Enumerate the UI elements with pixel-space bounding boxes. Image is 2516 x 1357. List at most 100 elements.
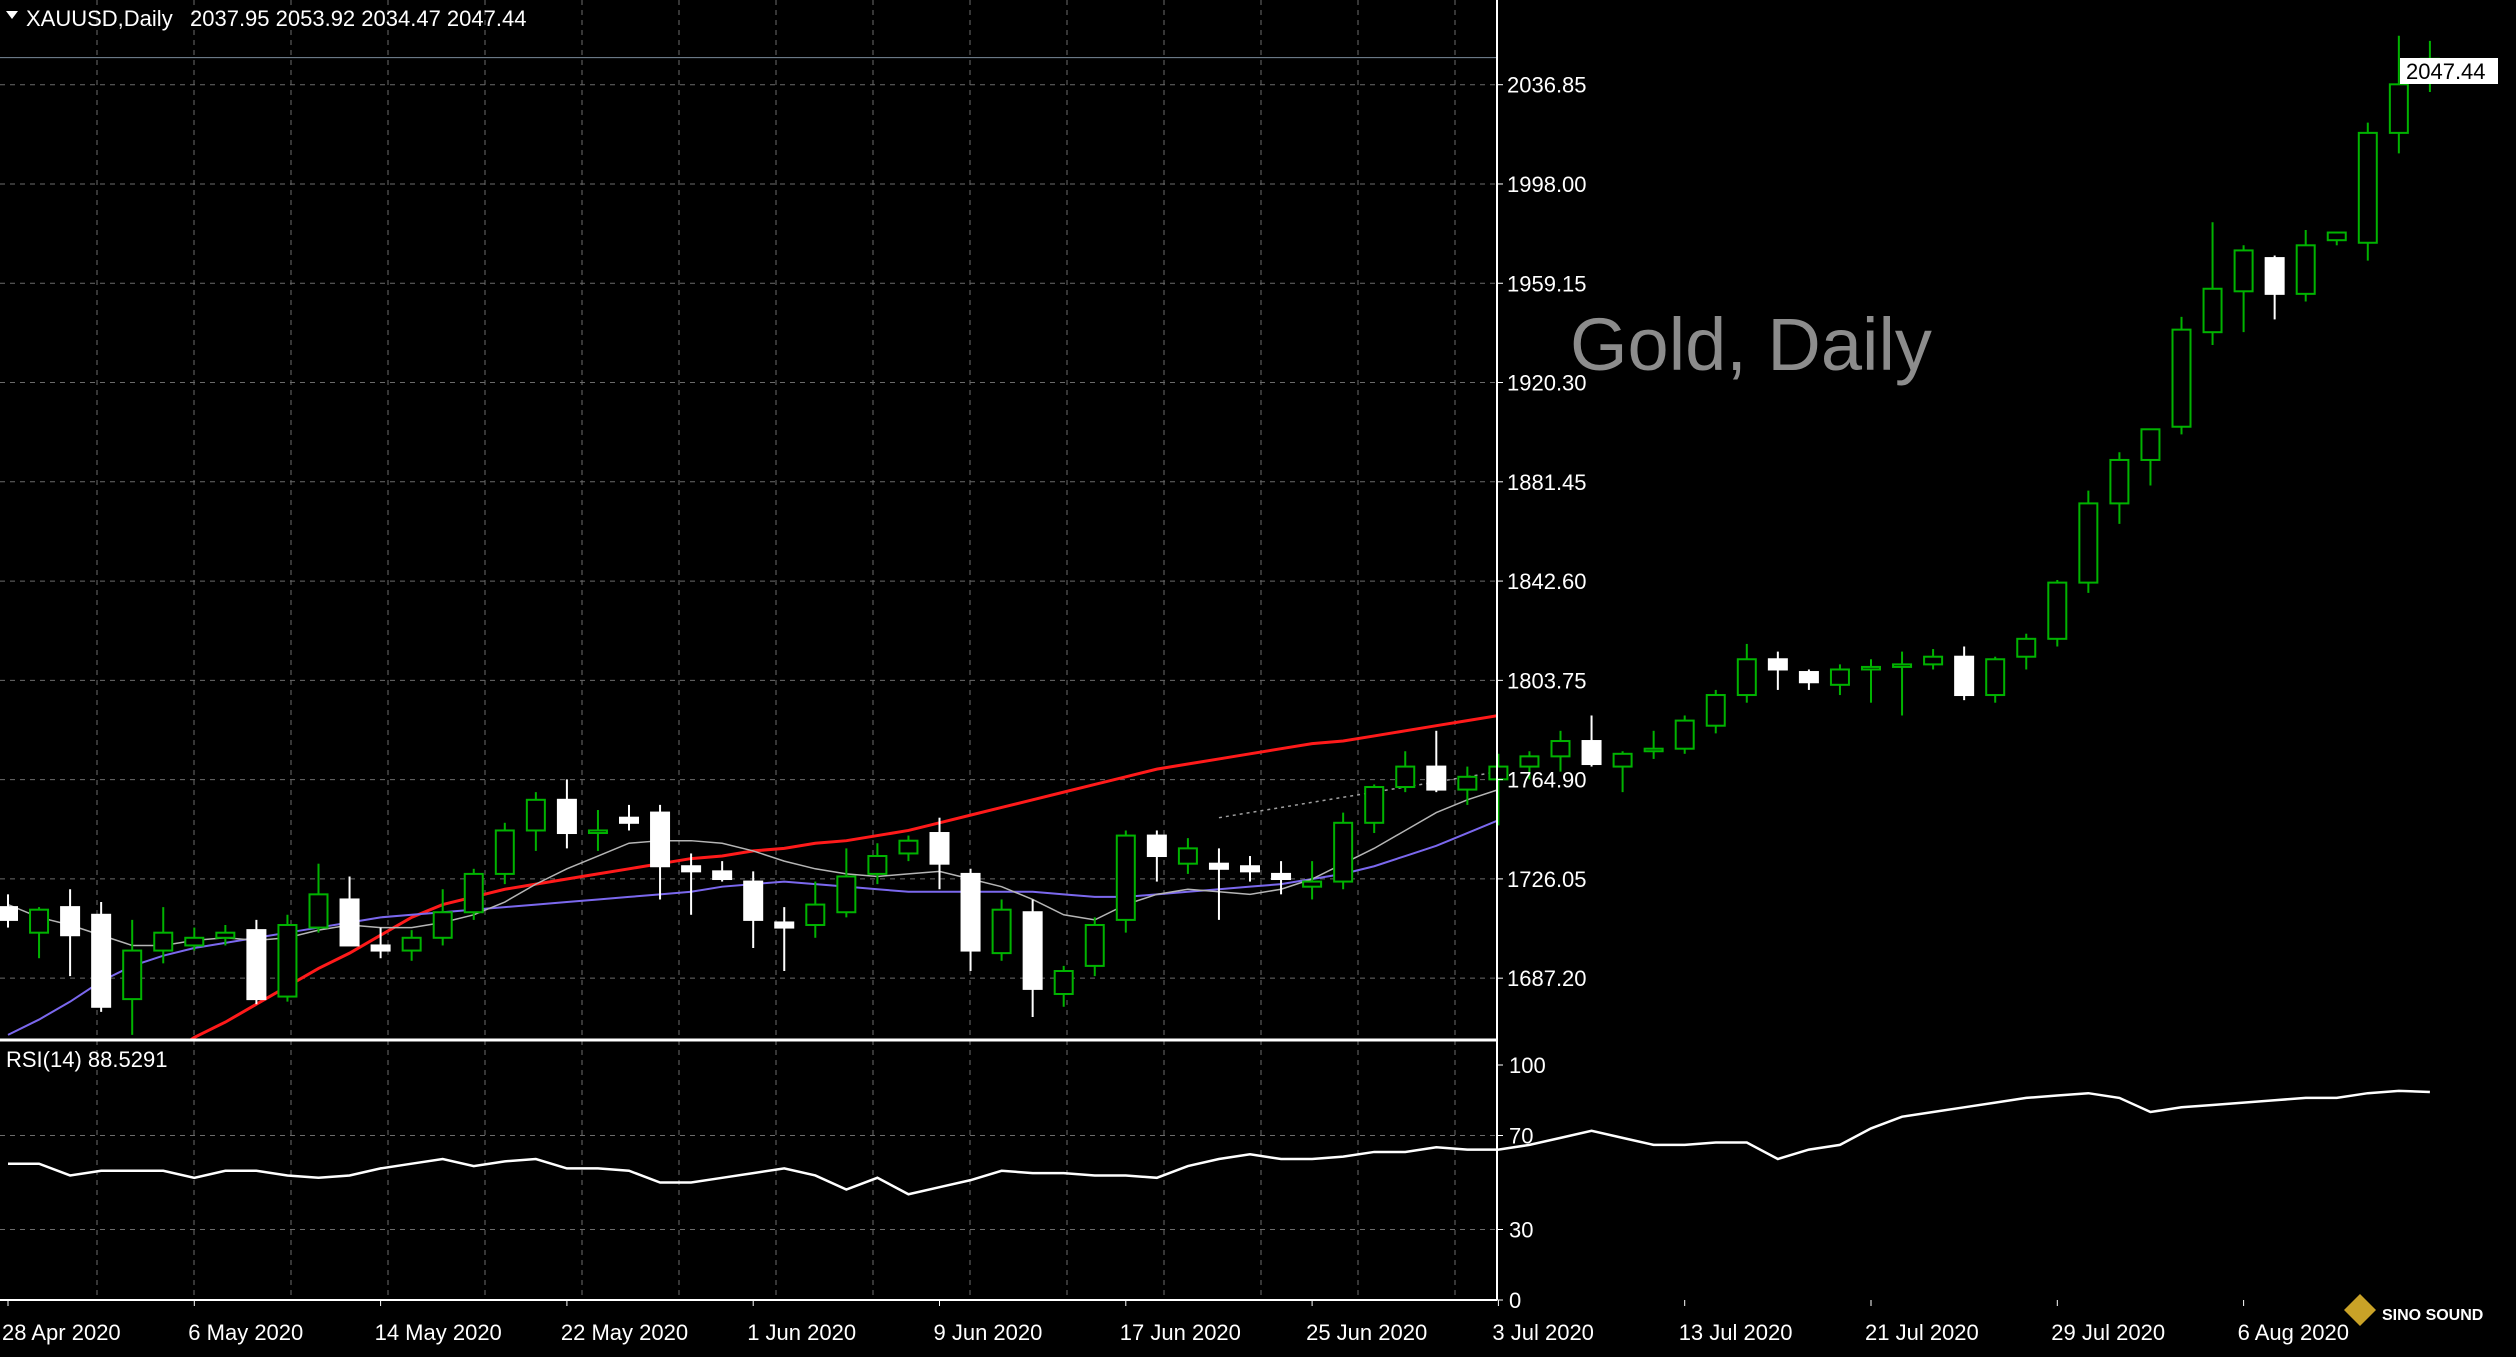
candle-body [1767,658,1788,671]
candle-body [836,875,857,914]
candle-body [1923,655,1944,666]
candle-body [1240,865,1260,873]
candle-body [1892,663,1913,668]
rsi-y-tick-label: 70 [1509,1124,1533,1149]
candle-body [929,832,950,865]
candle-body [60,906,81,937]
current-price-marker: 2047.44 [2400,58,2498,84]
x-axis-tick-label: 6 Aug 2020 [2238,1320,2349,1345]
symbol-label: XAUUSD,Daily [26,6,173,31]
axes: 2036.85 1998.00 1959.15 1920.30 1881.45 1842.… [0,0,2349,1345]
x-axis-tick-label: 6 May 2020 [188,1320,303,1345]
candle-body [370,944,391,952]
candle-body [2078,502,2099,584]
candle-body [2326,231,2347,242]
candle-body [1426,765,1447,791]
logo-text: SINO SOUND [2382,1307,2483,1324]
x-axis-tick-label: 22 May 2020 [561,1320,688,1345]
y-axis-tick-label: 1764.90 [1507,768,1587,793]
rsi-y-tick-label: 0 [1509,1288,1521,1313]
candle-body [1736,658,1757,697]
candle-body [1861,665,1881,671]
candle-body [712,870,733,881]
y-axis-tick-label: 1803.75 [1507,668,1587,693]
candle-body [184,936,205,947]
x-axis-tick-label: 1 Jun 2020 [747,1320,856,1345]
candles [0,35,2440,1035]
candle-body [681,865,702,873]
candle-body [215,931,236,939]
candle-body [587,829,608,835]
candle-body [1457,775,1478,791]
candle-body [1550,740,1571,758]
y-axis-tick-label: 1998.00 [1507,172,1587,197]
candle-body [1985,658,2006,697]
candle-body [1581,740,1602,766]
candle-body [1954,655,1975,697]
ohlc-values: 2037.95 2053.92 2034.47 2047.44 [190,6,526,31]
x-axis-tick-label: 25 Jun 2020 [1306,1320,1427,1345]
x-axis-tick-label: 14 May 2020 [375,1320,502,1345]
candle-body [1395,765,1416,789]
x-axis-tick-label: 28 Apr 2020 [2,1320,121,1345]
candle-body [619,816,639,824]
candle-body [91,913,112,1008]
candle-body [0,906,18,921]
candle-body [556,798,577,835]
grid-layer [0,0,1497,1300]
rsi-panel [8,1089,2430,1196]
candle-body [1643,747,1664,753]
sino-sound-logo: SINO SOUND [2344,1294,2483,1326]
candle-body [525,798,546,832]
candle-body [991,908,1012,955]
current-price-label: 2047.44 [2406,59,2486,84]
chart-watermark: Gold, Daily [1570,303,1932,386]
candle-body [1177,847,1198,865]
candle-body [805,903,826,927]
candle-body [1612,752,1633,768]
collapse-triangle-icon[interactable] [6,11,18,19]
rsi-line [8,1089,2430,1196]
candle-body [2295,244,2316,295]
x-axis-tick-label: 29 Jul 2020 [2051,1320,2165,1345]
y-axis-tick-label: 1726.05 [1507,867,1587,892]
y-axis-tick-label: 1959.15 [1507,271,1587,296]
candle-body [1271,872,1292,881]
candle-body [2109,458,2130,505]
candle-body [1798,671,1819,684]
candle-body [339,898,360,947]
candle-body [1674,719,1695,750]
chart-header: XAUUSD,Daily 2037.95 2053.92 2034.47 204… [6,6,526,31]
candle-body [1302,880,1323,888]
candle-body [2357,131,2378,244]
x-axis-tick-label: 9 Jun 2020 [934,1320,1043,1345]
x-axis-tick-label: 21 Jul 2020 [1865,1320,1979,1345]
candle-body [2140,428,2161,461]
ma-red-line [187,714,1497,1040]
x-axis-tick-label: 17 Jun 2020 [1120,1320,1241,1345]
y-axis-tick-label: 1687.20 [1507,966,1587,991]
candle-body [246,929,267,1001]
y-axis-tick-label: 2036.85 [1507,73,1587,98]
logo-diamond-icon [2344,1294,2376,1326]
x-axis-tick-label: 13 Jul 2020 [1679,1320,1793,1345]
candle-body [743,880,764,921]
rsi-label: RSI(14) 88.5291 [6,1047,167,1072]
candle-body [153,931,174,952]
candle-body [401,936,422,952]
y-axis-tick-label: 1920.30 [1507,371,1587,396]
candle-body [867,855,888,875]
candle-body [277,924,298,998]
candle-body [1084,924,1105,967]
candle-body [2264,257,2285,295]
candle-body [29,908,50,934]
candle-body [463,872,484,914]
candle-body [650,811,671,868]
candle-body [1333,821,1354,883]
candle-body [1364,786,1385,824]
candle-body [774,921,795,929]
candle-body [1488,765,1509,781]
candle-body [494,829,515,875]
y-axis-tick-label: 1881.45 [1507,470,1587,495]
